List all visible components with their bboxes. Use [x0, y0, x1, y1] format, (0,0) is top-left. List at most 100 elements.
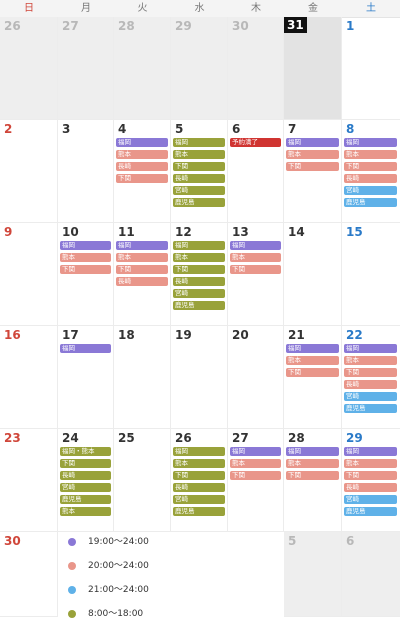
- event-chip[interactable]: 熊本: [286, 459, 339, 468]
- event-chip[interactable]: 鹿児島: [60, 495, 111, 504]
- event-chip[interactable]: 長崎: [116, 277, 168, 286]
- day-cell[interactable]: 18: [114, 326, 171, 429]
- event-chip[interactable]: 福岡: [173, 241, 225, 250]
- event-chip[interactable]: 宮崎: [344, 186, 397, 195]
- day-cell[interactable]: 24 福岡・熊本 下関 長崎 宮崎 鹿児島 熊本: [58, 429, 114, 532]
- event-chip[interactable]: 長崎: [344, 380, 397, 389]
- event-chip[interactable]: 熊本: [60, 253, 111, 262]
- event-chip[interactable]: 下関: [116, 174, 168, 183]
- event-chip[interactable]: 長崎: [344, 174, 397, 183]
- event-chip[interactable]: 福岡: [344, 447, 397, 456]
- event-chip[interactable]: 下関: [60, 265, 111, 274]
- day-cell[interactable]: 12 福岡 熊本 下関 長崎 宮崎 鹿児島: [171, 223, 228, 326]
- event-chip[interactable]: 鹿児島: [344, 507, 397, 516]
- event-chip[interactable]: 長崎: [60, 471, 111, 480]
- day-cell[interactable]: 6: [342, 532, 400, 617]
- event-chip[interactable]: 熊本: [116, 253, 168, 262]
- event-chip[interactable]: 下関: [286, 162, 339, 171]
- event-chip[interactable]: 福岡: [286, 138, 339, 147]
- day-cell[interactable]: 27: [58, 17, 114, 120]
- day-cell[interactable]: 16: [0, 326, 58, 429]
- day-cell[interactable]: 5: [284, 532, 342, 617]
- event-chip[interactable]: 下関: [173, 162, 225, 171]
- event-chip[interactable]: 宮崎: [60, 483, 111, 492]
- event-chip[interactable]: 下関: [344, 162, 397, 171]
- day-cell[interactable]: 11 福岡 熊本 下関 長崎: [114, 223, 171, 326]
- day-cell[interactable]: 20: [228, 326, 284, 429]
- event-chip[interactable]: 福岡: [60, 344, 111, 353]
- event-chip[interactable]: 下関: [344, 471, 397, 480]
- event-chip[interactable]: 熊本: [344, 356, 397, 365]
- day-cell[interactable]: 22 福岡 熊本 下関 長崎 宮崎 鹿児島: [342, 326, 400, 429]
- event-chip[interactable]: 福岡・熊本: [60, 447, 111, 456]
- day-cell[interactable]: 30: [0, 532, 58, 617]
- event-chip[interactable]: 下関: [286, 471, 339, 480]
- event-chip[interactable]: 宮崎: [173, 186, 225, 195]
- event-chip[interactable]: 熊本: [230, 459, 281, 468]
- event-chip[interactable]: 下関: [230, 471, 281, 480]
- event-chip[interactable]: 福岡: [173, 447, 225, 456]
- event-chip[interactable]: 鹿児島: [173, 507, 225, 516]
- day-cell[interactable]: 28: [114, 17, 171, 120]
- day-cell[interactable]: 31: [284, 17, 342, 120]
- day-cell[interactable]: 29 福岡 熊本 下関 長崎 宮崎 鹿児島: [342, 429, 400, 532]
- day-cell[interactable]: 14: [284, 223, 342, 326]
- event-chip[interactable]: 長崎: [344, 483, 397, 492]
- event-chip[interactable]: 鹿児島: [344, 198, 397, 207]
- event-chip[interactable]: 下関: [173, 265, 225, 274]
- day-cell[interactable]: 26: [0, 17, 58, 120]
- day-cell[interactable]: 15: [342, 223, 400, 326]
- event-chip[interactable]: 福岡: [173, 138, 225, 147]
- day-cell[interactable]: 13 福岡 熊本 下関: [228, 223, 284, 326]
- event-chip[interactable]: 鹿児島: [173, 301, 225, 310]
- day-cell[interactable]: 25: [114, 429, 171, 532]
- event-chip[interactable]: 下関: [60, 459, 111, 468]
- event-chip[interactable]: 熊本: [286, 150, 339, 159]
- day-cell[interactable]: 8 福岡 熊本 下関 長崎 宮崎 鹿児島: [342, 120, 400, 223]
- event-chip[interactable]: 熊本: [173, 459, 225, 468]
- day-cell[interactable]: 4 福岡 熊本 長崎 下関: [114, 120, 171, 223]
- day-cell[interactable]: 19: [171, 326, 228, 429]
- event-chip[interactable]: 長崎: [173, 174, 225, 183]
- day-cell[interactable]: 3: [58, 120, 114, 223]
- day-cell[interactable]: 29: [171, 17, 228, 120]
- event-chip[interactable]: 福岡: [230, 447, 281, 456]
- event-chip[interactable]: 鹿児島: [344, 404, 397, 413]
- event-chip[interactable]: 福岡: [230, 241, 281, 250]
- event-chip[interactable]: 熊本: [60, 507, 111, 516]
- event-chip[interactable]: 鹿児島: [173, 198, 225, 207]
- day-cell[interactable]: 26 福岡 熊本 下関 長崎 宮崎 鹿児島: [171, 429, 228, 532]
- event-chip[interactable]: 福岡: [286, 344, 339, 353]
- event-chip[interactable]: 宮崎: [173, 289, 225, 298]
- day-cell[interactable]: 17 福岡: [58, 326, 114, 429]
- event-chip[interactable]: 下関: [116, 265, 168, 274]
- day-cell[interactable]: 9: [0, 223, 58, 326]
- day-cell[interactable]: 5 福岡 熊本 下関 長崎 宮崎 鹿児島: [171, 120, 228, 223]
- day-cell[interactable]: 1: [342, 17, 400, 120]
- event-chip[interactable]: 福岡: [344, 138, 397, 147]
- event-chip[interactable]: 熊本: [173, 253, 225, 262]
- event-chip[interactable]: 福岡: [344, 344, 397, 353]
- day-cell[interactable]: 2: [0, 120, 58, 223]
- day-cell[interactable]: 10 福岡 熊本 下関: [58, 223, 114, 326]
- event-chip[interactable]: 予約満了: [230, 138, 281, 147]
- event-chip[interactable]: 宮崎: [344, 495, 397, 504]
- event-chip[interactable]: 福岡: [116, 138, 168, 147]
- event-chip[interactable]: 熊本: [173, 150, 225, 159]
- day-cell[interactable]: 7 福岡 熊本 下関: [284, 120, 342, 223]
- event-chip[interactable]: 下関: [173, 471, 225, 480]
- event-chip[interactable]: 長崎: [116, 162, 168, 171]
- event-chip[interactable]: 福岡: [60, 241, 111, 250]
- event-chip[interactable]: 熊本: [116, 150, 168, 159]
- day-cell[interactable]: 23: [0, 429, 58, 532]
- event-chip[interactable]: 下関: [230, 265, 281, 274]
- event-chip[interactable]: 熊本: [344, 459, 397, 468]
- event-chip[interactable]: 下関: [344, 368, 397, 377]
- event-chip[interactable]: 長崎: [173, 483, 225, 492]
- day-cell[interactable]: 21 福岡 熊本 下関: [284, 326, 342, 429]
- event-chip[interactable]: 福岡: [286, 447, 339, 456]
- day-cell[interactable]: 28 福岡 熊本 下関: [284, 429, 342, 532]
- event-chip[interactable]: 福岡: [116, 241, 168, 250]
- event-chip[interactable]: 熊本: [344, 150, 397, 159]
- event-chip[interactable]: 長崎: [173, 277, 225, 286]
